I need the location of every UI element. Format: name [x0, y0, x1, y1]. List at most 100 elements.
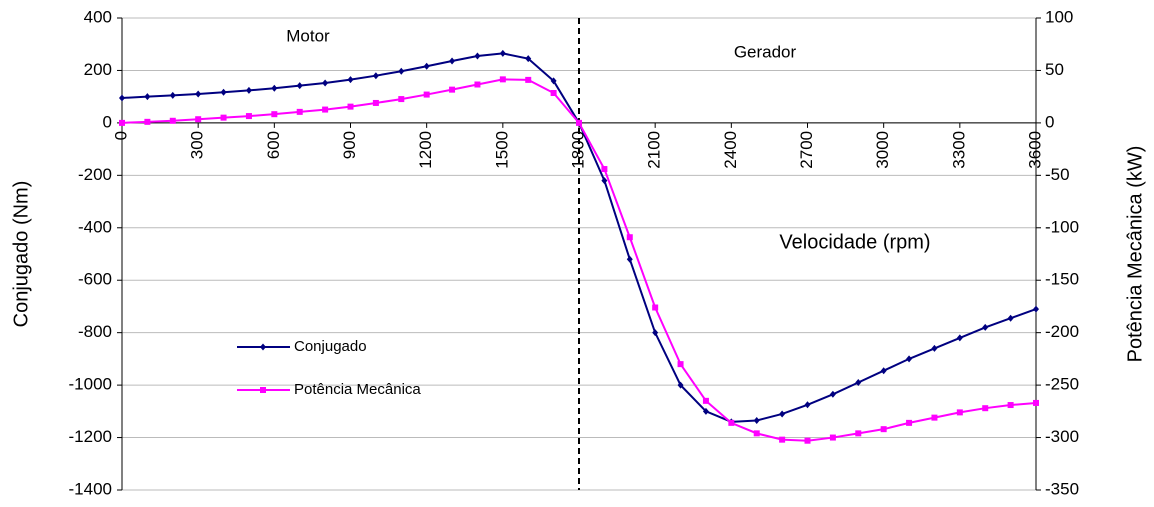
marker — [119, 119, 125, 126]
marker — [245, 113, 252, 120]
legend-label: Conjugado — [294, 338, 367, 355]
x-tick-label: 2700 — [797, 131, 816, 169]
marker — [829, 434, 836, 441]
marker — [880, 367, 887, 375]
marker — [525, 76, 532, 83]
marker — [1007, 402, 1014, 409]
y-tick-label: -1400 — [69, 479, 112, 498]
x-tick-label: 2100 — [645, 131, 664, 169]
marker — [880, 426, 887, 433]
y-tick-label: -400 — [78, 217, 112, 236]
y2-tick-label: -100 — [1045, 217, 1079, 236]
marker — [398, 67, 405, 75]
y2-tick-label: 0 — [1045, 112, 1054, 131]
marker — [449, 57, 456, 65]
y2-axis-label: Potência Mecânica (kW) — [1124, 146, 1146, 363]
x-tick-label: 2400 — [721, 131, 740, 169]
marker — [982, 323, 989, 331]
y2-tick-label: -250 — [1045, 375, 1079, 394]
marker — [779, 436, 786, 443]
marker — [372, 99, 379, 106]
marker — [906, 355, 913, 363]
marker — [1007, 314, 1014, 322]
marker — [753, 417, 760, 425]
x-tick-label: 3600 — [1025, 131, 1044, 169]
legend-label: Potência Mecânica — [294, 381, 421, 398]
marker — [829, 390, 836, 398]
marker — [449, 86, 456, 93]
y2-tick-label: -300 — [1045, 427, 1079, 446]
y2-tick-label: 50 — [1045, 60, 1064, 79]
marker — [931, 414, 938, 421]
marker — [474, 81, 481, 88]
marker — [347, 103, 354, 110]
marker — [296, 82, 303, 90]
marker — [1033, 399, 1039, 406]
x-tick-label: 1200 — [416, 131, 435, 169]
y2-tick-label: 100 — [1045, 7, 1073, 26]
marker — [855, 378, 862, 386]
marker — [271, 84, 278, 92]
marker — [322, 79, 329, 87]
x-tick-label: 600 — [264, 131, 283, 159]
annotation: Gerador — [734, 42, 797, 61]
marker — [576, 119, 582, 126]
x-tick-label: 300 — [188, 131, 207, 159]
marker — [931, 344, 938, 352]
marker — [982, 405, 989, 412]
marker — [322, 106, 329, 113]
x-tick-label: 3300 — [949, 131, 968, 169]
marker — [372, 72, 379, 80]
marker — [550, 89, 557, 96]
y-axis-label: Conjugado (Nm) — [10, 181, 32, 328]
y2-tick-label: -200 — [1045, 322, 1079, 341]
marker — [702, 407, 709, 415]
x-tick-label: 0 — [111, 131, 130, 140]
marker — [245, 86, 252, 94]
annotation: Motor — [286, 26, 330, 45]
marker — [677, 361, 684, 368]
marker — [626, 255, 633, 263]
marker — [260, 343, 266, 351]
marker — [195, 116, 202, 123]
x-tick-label: 3000 — [873, 131, 892, 169]
marker — [601, 166, 608, 173]
marker — [144, 118, 151, 125]
marker — [702, 397, 709, 404]
y-tick-label: 400 — [84, 7, 112, 26]
marker — [423, 91, 430, 98]
marker — [144, 93, 151, 101]
y-tick-label: -1000 — [69, 375, 112, 394]
marker — [804, 437, 811, 444]
marker — [956, 409, 963, 416]
y-tick-label: 200 — [84, 60, 112, 79]
marker — [220, 114, 227, 121]
marker — [550, 77, 557, 85]
y-tick-label: 0 — [103, 112, 112, 131]
marker — [474, 52, 481, 60]
marker — [652, 329, 659, 337]
marker — [119, 94, 125, 102]
marker — [855, 430, 862, 437]
marker — [271, 111, 278, 118]
y-tick-label: -600 — [78, 270, 112, 289]
marker — [652, 304, 659, 311]
marker — [398, 96, 405, 103]
x-axis-label: Velocidade (rpm) — [779, 231, 930, 253]
y-tick-label: -800 — [78, 322, 112, 341]
marker — [169, 91, 176, 99]
y-tick-label: -1200 — [69, 427, 112, 446]
marker — [499, 76, 506, 83]
marker — [753, 430, 760, 437]
x-tick-label: 1800 — [568, 131, 587, 169]
x-tick-label: 900 — [340, 131, 359, 159]
marker — [677, 381, 684, 389]
marker — [169, 117, 176, 124]
marker — [956, 334, 963, 342]
marker — [347, 76, 354, 84]
marker — [260, 387, 266, 393]
marker — [423, 62, 430, 70]
y-tick-label: -200 — [78, 165, 112, 184]
marker — [601, 177, 608, 185]
